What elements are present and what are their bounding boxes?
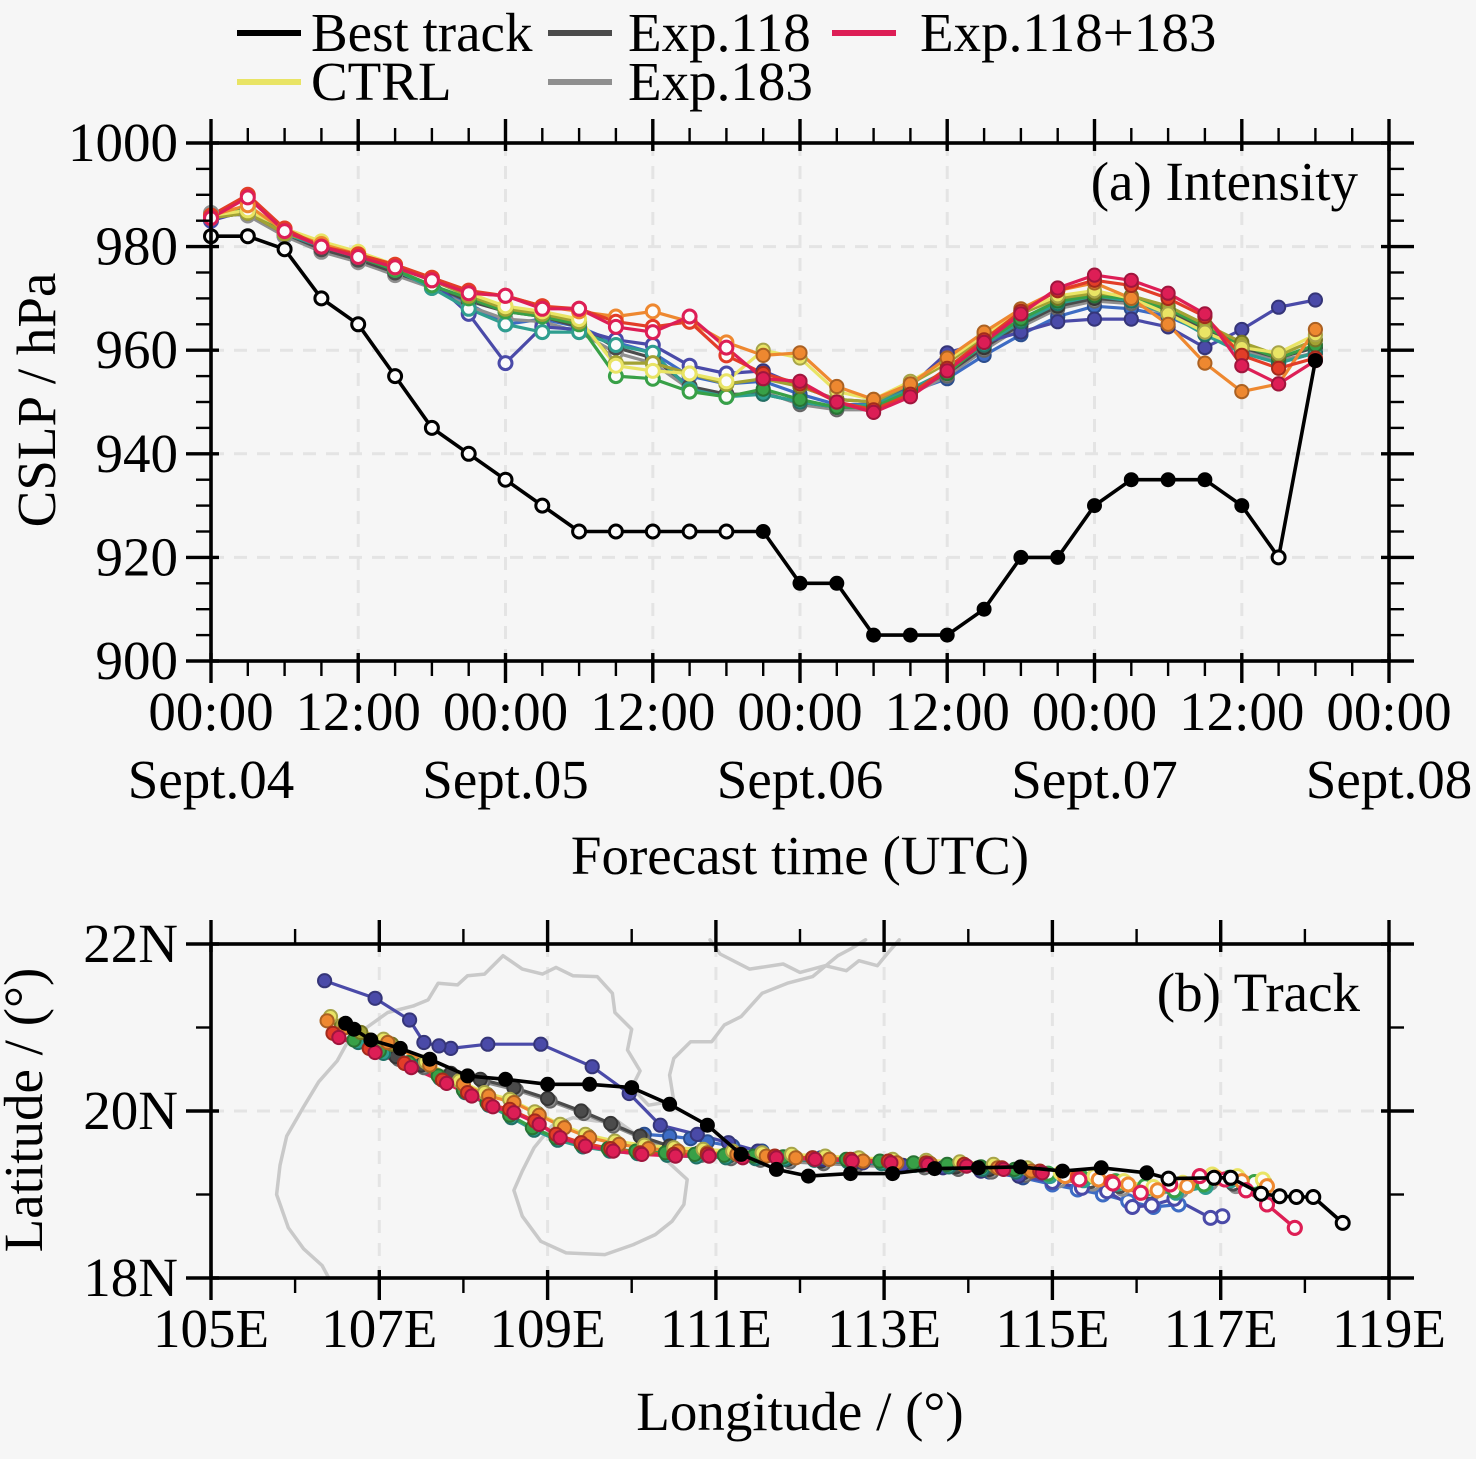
svg-text:109E: 109E <box>490 1298 606 1359</box>
svg-text:113E: 113E <box>827 1298 941 1359</box>
svg-text:22N: 22N <box>83 913 178 974</box>
svg-text:12:00: 12:00 <box>885 681 1010 742</box>
svg-text:00:00: 00:00 <box>737 681 862 742</box>
svg-text:115E: 115E <box>995 1298 1109 1359</box>
svg-text:980: 980 <box>96 216 179 277</box>
svg-text:117E: 117E <box>1164 1298 1278 1359</box>
svg-text:Exp.118: Exp.118 <box>628 2 811 63</box>
svg-text:Forecast time (UTC): Forecast time (UTC) <box>571 825 1029 886</box>
svg-text:111E: 111E <box>660 1298 772 1359</box>
svg-text:CSLP / hPa: CSLP / hPa <box>6 273 67 528</box>
svg-text:900: 900 <box>96 630 179 691</box>
svg-text:Latitude / (°): Latitude / (°) <box>0 968 54 1253</box>
svg-text:CTRL: CTRL <box>311 51 452 112</box>
svg-text:12:00: 12:00 <box>590 681 715 742</box>
svg-text:Exp.183: Exp.183 <box>628 51 813 112</box>
svg-text:(b) Track: (b) Track <box>1157 962 1361 1023</box>
svg-text:Sept.07: Sept.07 <box>1011 749 1178 810</box>
svg-text:18N: 18N <box>83 1247 178 1308</box>
svg-text:12:00: 12:00 <box>296 681 421 742</box>
svg-text:20N: 20N <box>83 1080 178 1141</box>
svg-text:Longitude / (°): Longitude / (°) <box>636 1381 963 1442</box>
svg-text:00:00: 00:00 <box>443 681 568 742</box>
svg-text:119E: 119E <box>1332 1298 1446 1359</box>
svg-text:107E: 107E <box>321 1298 437 1359</box>
svg-text:105E: 105E <box>153 1298 269 1359</box>
svg-text:940: 940 <box>96 423 179 484</box>
svg-text:960: 960 <box>96 319 179 380</box>
svg-text:(a) Intensity: (a) Intensity <box>1091 151 1359 212</box>
svg-text:Exp.118+183: Exp.118+183 <box>920 2 1216 63</box>
svg-text:920: 920 <box>96 526 179 587</box>
svg-text:1000: 1000 <box>68 112 178 173</box>
svg-text:Best track: Best track <box>311 2 533 63</box>
svg-text:Sept.08: Sept.08 <box>1306 749 1473 810</box>
svg-text:00:00: 00:00 <box>1326 681 1451 742</box>
svg-text:Sept.06: Sept.06 <box>717 749 884 810</box>
svg-text:12:00: 12:00 <box>1179 681 1304 742</box>
svg-text:Sept.05: Sept.05 <box>422 749 589 810</box>
svg-text:Sept.04: Sept.04 <box>128 749 295 810</box>
svg-text:00:00: 00:00 <box>1032 681 1157 742</box>
svg-text:00:00: 00:00 <box>148 681 273 742</box>
